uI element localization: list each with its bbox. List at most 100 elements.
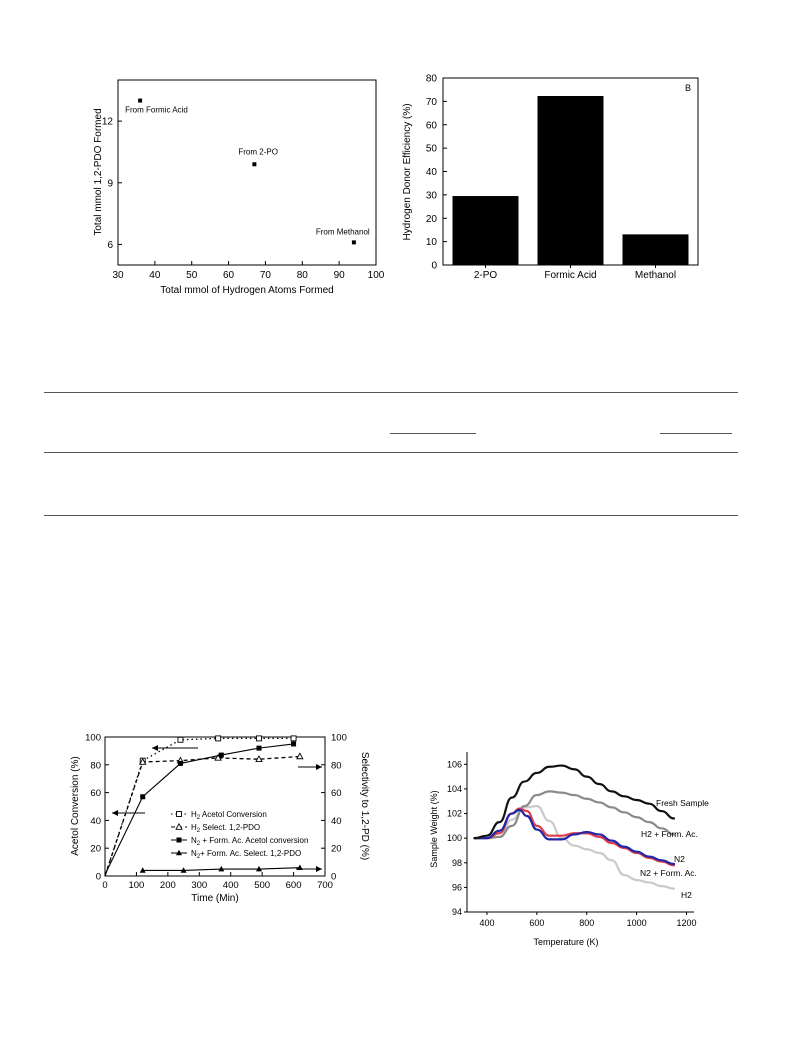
chartC-xtick-label: 200: [160, 880, 176, 891]
chartC-marker: [177, 736, 184, 743]
chartA-point-label: From Methanol: [316, 227, 370, 236]
chartC-axis-arrows: [112, 745, 322, 872]
chartD-ytick-label: 96: [452, 882, 462, 892]
chartC-legend-label: H2 Acetol Conversion: [191, 810, 267, 821]
chartD-series-line: [473, 805, 676, 890]
arrow-conv-2-head: [112, 810, 118, 816]
chartC-xtick-label: 500: [254, 880, 270, 891]
chartC-marker: [175, 822, 183, 830]
chartA-xtick-label: 50: [186, 270, 198, 281]
chartC-marker: [291, 741, 297, 747]
chartC-ytick-right-label: 100: [331, 733, 347, 744]
chartC-series-line: [104, 737, 294, 877]
chartC-ytick-label: 80: [90, 760, 101, 771]
chartD-ytick-label: 100: [447, 833, 462, 843]
chartB-ytick-label: 70: [426, 97, 438, 108]
chartD-series-label: N2: [674, 854, 685, 864]
table-group-rule-1: [390, 433, 476, 434]
chartA-point: [351, 240, 356, 245]
table-header-rule: [44, 452, 738, 453]
chartA-ytick-label: 12: [102, 117, 114, 128]
chartB-ytick-label: 80: [426, 74, 438, 85]
chartC-marker: [296, 752, 304, 760]
arrow-conv-1-head: [152, 745, 158, 751]
chartB-panel-label: B: [685, 83, 691, 93]
chartD-series-line: [473, 808, 676, 866]
chartC-ytick-right-label: 80: [331, 760, 342, 771]
chartB-category-label: Formic Acid: [544, 270, 596, 281]
chartC-ylabel-right: Selectivity to 1,2-PD (%): [359, 752, 370, 860]
chartC-marker: [218, 752, 224, 758]
chartA-frame: [117, 79, 377, 266]
chartD-ytick-label: 94: [452, 907, 462, 917]
chartA-xtick-label: 40: [149, 270, 161, 281]
chartD-xlabel: Temperature (K): [533, 937, 598, 947]
chartC-legend-label: N2+ Form. Ac. Select. 1,2-PDO: [191, 849, 301, 860]
chartC-xtick-label: 700: [317, 880, 333, 891]
table-bottom-rule: [44, 515, 738, 516]
table-group-rule-2: [660, 433, 732, 434]
chartA-xtick-label: 100: [368, 270, 385, 281]
chartC-marker: [296, 864, 303, 870]
chartA-xtick-label: 70: [260, 270, 272, 281]
chartC-legend-label: H2 Select. 1,2-PDO: [191, 823, 260, 834]
chartC-marker: [215, 735, 222, 742]
chartC-marker: [176, 837, 182, 843]
chartD-xtick-label: 600: [529, 918, 544, 928]
chartC-marker: [256, 865, 262, 872]
chartB-ytick-label: 40: [426, 167, 438, 178]
chartA-xtick-label: 80: [297, 270, 309, 281]
chartD-ytick-label: 106: [447, 759, 462, 769]
chartD-series-label: N2 + Form. Ac.: [640, 868, 697, 878]
chartC-legend-label: N2 + Form. Ac. Acetol conversion: [191, 836, 308, 847]
chartC-ytick-label: 100: [85, 733, 101, 744]
chartC-marker: [140, 794, 146, 800]
chartD-series-line: [473, 807, 676, 867]
chartC-xtick-label: 300: [191, 880, 207, 891]
chartB-category-label: Methanol: [635, 270, 676, 281]
chartA-ylabel: Total mmol 1,2-PDO Formed: [93, 108, 104, 235]
chartB-bar: [622, 234, 689, 265]
chartC-marker: [176, 811, 182, 817]
chartC-series-line: [142, 867, 300, 871]
chartC-ytick-label: 0: [96, 872, 101, 883]
chartD-ytick-label: 98: [452, 858, 462, 868]
chartC-xtick-label: 100: [128, 880, 144, 891]
chartC-ytick-label: 60: [90, 788, 101, 799]
chartB-ytick-label: 20: [426, 214, 438, 225]
arrow-sel-1-head: [316, 764, 322, 770]
chartA-point-label: From 2-PO: [238, 147, 278, 156]
chartC-marker: [180, 867, 187, 873]
chartB-ylabel: Hydrogen Donor Efficiency (%): [402, 103, 413, 240]
chartD-ytick-label: 102: [447, 809, 462, 819]
chartA-xlabel: Total mmol of Hydrogen Atoms Formed: [160, 285, 333, 296]
chartC-xlabel: Time (Min): [191, 893, 238, 904]
chartC-ytick-right-label: 40: [331, 816, 342, 827]
chartB-category-label: 2-PO: [474, 270, 498, 281]
chartD-xtick-label: 800: [579, 918, 594, 928]
chartD-xtick-label: 1000: [627, 918, 647, 928]
chartC-series-line: [104, 743, 294, 875]
chartC-marker: [138, 757, 147, 765]
chartC-frame: [104, 736, 326, 877]
chartD-series-label: H2: [681, 890, 692, 900]
chartC-ytick-right-label: 0: [331, 872, 336, 883]
chartA-ytick-label: 6: [107, 240, 113, 251]
chartA-xtick-label: 30: [112, 270, 124, 281]
chartB-ytick-label: 10: [426, 237, 438, 248]
chartB-bar: [537, 95, 604, 265]
chartC-xtick-label: 600: [286, 880, 302, 891]
chartC-marker: [218, 865, 225, 872]
chartC-marker: [176, 756, 185, 764]
chartC-xtick-label: 0: [102, 880, 107, 891]
chartC-ytick-right-label: 20: [331, 844, 342, 855]
chartC-marker: [290, 735, 297, 742]
chartB-ytick-label: 50: [426, 144, 438, 155]
chartC-marker: [255, 755, 263, 762]
chartB-ytick-label: 30: [426, 190, 438, 201]
chartC-series-line: [104, 755, 300, 877]
